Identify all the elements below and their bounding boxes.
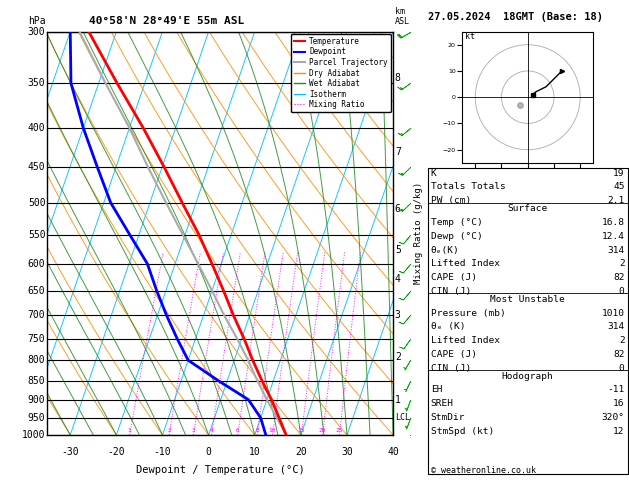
Text: 300: 300	[28, 27, 45, 36]
Text: 2: 2	[619, 260, 625, 268]
Text: 4: 4	[209, 428, 213, 433]
Text: θₑ(K): θₑ(K)	[431, 245, 460, 255]
Text: StmDir: StmDir	[431, 413, 465, 422]
Text: 700: 700	[28, 311, 45, 320]
Text: 2.1: 2.1	[608, 196, 625, 206]
Text: 10: 10	[269, 428, 276, 433]
Text: 16.8: 16.8	[601, 218, 625, 227]
Text: 850: 850	[28, 376, 45, 385]
Text: 450: 450	[28, 162, 45, 173]
Text: 8: 8	[255, 428, 259, 433]
Text: 5: 5	[395, 244, 401, 255]
Text: Surface: Surface	[508, 204, 548, 213]
Text: 314: 314	[608, 322, 625, 331]
Text: Totals Totals: Totals Totals	[431, 182, 506, 191]
Text: Dewp (°C): Dewp (°C)	[431, 232, 482, 241]
Text: © weatheronline.co.uk: © weatheronline.co.uk	[431, 466, 536, 475]
Text: 30: 30	[341, 447, 353, 457]
Text: 314: 314	[608, 245, 625, 255]
Text: CAPE (J): CAPE (J)	[431, 273, 477, 282]
Text: 6: 6	[395, 205, 401, 214]
Text: Mixing Ratio (g/kg): Mixing Ratio (g/kg)	[414, 182, 423, 284]
Text: Temp (°C): Temp (°C)	[431, 218, 482, 227]
Text: 3: 3	[395, 311, 401, 320]
Text: kt: kt	[465, 33, 475, 41]
Text: 1: 1	[395, 395, 401, 405]
Text: 82: 82	[613, 273, 625, 282]
Text: 2: 2	[167, 428, 171, 433]
Text: -10: -10	[153, 447, 171, 457]
Text: 15: 15	[298, 428, 305, 433]
Text: 12: 12	[613, 427, 625, 436]
Text: Hodograph: Hodograph	[502, 372, 554, 381]
Text: km
ASL: km ASL	[395, 7, 410, 26]
Text: 20: 20	[319, 428, 326, 433]
Text: CAPE (J): CAPE (J)	[431, 350, 477, 359]
Legend: Temperature, Dewpoint, Parcel Trajectory, Dry Adiabat, Wet Adiabat, Isotherm, Mi: Temperature, Dewpoint, Parcel Trajectory…	[291, 34, 391, 112]
Text: CIN (J): CIN (J)	[431, 287, 471, 296]
Text: 45: 45	[613, 182, 625, 191]
Text: 20: 20	[295, 447, 307, 457]
Text: Most Unstable: Most Unstable	[491, 295, 565, 304]
Text: 8: 8	[395, 73, 401, 84]
Text: Dewpoint / Temperature (°C): Dewpoint / Temperature (°C)	[136, 465, 304, 475]
Text: 40: 40	[387, 447, 399, 457]
Text: 82: 82	[613, 350, 625, 359]
Text: 650: 650	[28, 286, 45, 295]
Text: -11: -11	[608, 385, 625, 395]
Text: 19: 19	[613, 169, 625, 178]
Text: 2: 2	[395, 352, 401, 362]
Text: K: K	[431, 169, 437, 178]
Text: 0: 0	[206, 447, 211, 457]
Text: 0: 0	[619, 287, 625, 296]
Text: StmSpd (kt): StmSpd (kt)	[431, 427, 494, 436]
Text: 7: 7	[395, 147, 401, 157]
Text: SREH: SREH	[431, 399, 454, 408]
Text: 12.4: 12.4	[601, 232, 625, 241]
Text: 800: 800	[28, 355, 45, 365]
Text: -20: -20	[108, 447, 125, 457]
Text: 0: 0	[619, 364, 625, 373]
Text: 2: 2	[619, 336, 625, 345]
Text: 550: 550	[28, 230, 45, 240]
Text: PW (cm): PW (cm)	[431, 196, 471, 206]
Text: 6: 6	[236, 428, 240, 433]
Text: 1: 1	[128, 428, 131, 433]
Text: θₑ (K): θₑ (K)	[431, 322, 465, 331]
Text: 1000: 1000	[22, 430, 45, 440]
Text: Pressure (mb): Pressure (mb)	[431, 309, 506, 317]
Text: 400: 400	[28, 123, 45, 133]
Text: 16: 16	[613, 399, 625, 408]
Text: LCL: LCL	[395, 413, 410, 422]
Text: 600: 600	[28, 259, 45, 269]
Text: Lifted Index: Lifted Index	[431, 260, 500, 268]
Text: CIN (J): CIN (J)	[431, 364, 471, 373]
Text: 10: 10	[249, 447, 260, 457]
Text: 4: 4	[395, 274, 401, 283]
Text: 900: 900	[28, 395, 45, 405]
Text: 40°58'N 28°49'E 55m ASL: 40°58'N 28°49'E 55m ASL	[89, 16, 244, 26]
Text: hPa: hPa	[28, 16, 45, 26]
Text: EH: EH	[431, 385, 442, 395]
Text: -30: -30	[62, 447, 79, 457]
Text: 500: 500	[28, 198, 45, 208]
Text: 3: 3	[192, 428, 196, 433]
Text: 25: 25	[336, 428, 343, 433]
Text: 350: 350	[28, 78, 45, 88]
Text: 750: 750	[28, 333, 45, 344]
Text: 27.05.2024  18GMT (Base: 18): 27.05.2024 18GMT (Base: 18)	[428, 12, 603, 22]
Text: 320°: 320°	[601, 413, 625, 422]
Text: 1010: 1010	[601, 309, 625, 317]
Text: 950: 950	[28, 413, 45, 423]
Text: Lifted Index: Lifted Index	[431, 336, 500, 345]
